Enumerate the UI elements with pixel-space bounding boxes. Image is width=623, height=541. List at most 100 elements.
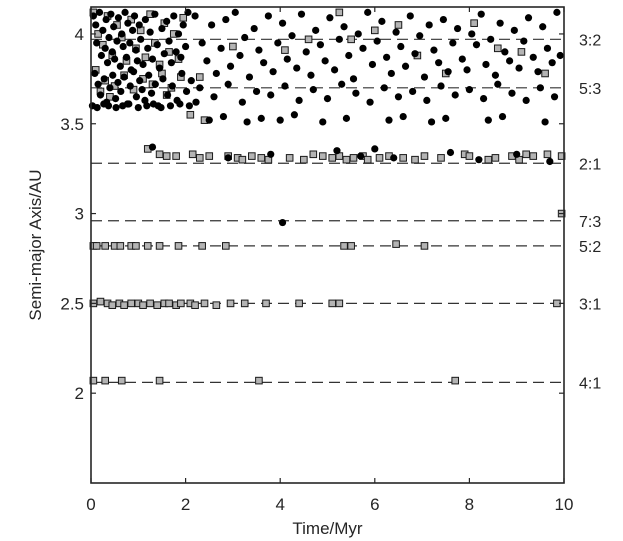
gray-square-point <box>304 35 313 44</box>
black-circle-point <box>114 14 123 22</box>
gray-square-point <box>240 299 249 308</box>
gray-square-point <box>155 150 164 159</box>
resonance-label: 3:1 <box>579 296 601 313</box>
black-circle-point <box>252 87 261 96</box>
black-circle-point <box>121 8 129 16</box>
black-circle-point <box>179 21 187 29</box>
black-circle-point <box>515 64 523 72</box>
black-circle-point <box>205 116 213 124</box>
black-circle-point <box>269 68 277 76</box>
gray-square-point <box>318 152 327 160</box>
gray-square-point <box>451 376 460 385</box>
black-circle-point <box>357 152 365 160</box>
gray-square-point <box>89 376 98 385</box>
black-circle-point <box>126 39 134 47</box>
black-circle-point <box>307 71 315 79</box>
black-circle-point <box>283 55 291 63</box>
black-circle-point <box>437 82 445 90</box>
black-circle-point <box>177 53 185 61</box>
black-circle-point <box>420 73 429 81</box>
black-circle-point <box>145 71 153 79</box>
black-circle-point <box>278 19 287 27</box>
black-circle-point <box>167 59 176 67</box>
black-circle-point <box>91 69 99 78</box>
plot-frame <box>90 6 565 484</box>
black-circle-point <box>93 39 101 47</box>
gray-square-point <box>392 240 400 248</box>
gray-square-point <box>491 154 500 162</box>
gray-square-point <box>375 154 384 162</box>
black-circle-point <box>139 60 147 69</box>
gray-square-point <box>557 152 566 160</box>
black-circle-point <box>133 57 141 65</box>
gray-square-point <box>191 301 199 309</box>
black-circle-point <box>97 51 106 60</box>
black-circle-point <box>406 12 414 20</box>
black-circle-point <box>148 143 157 151</box>
x-tick-label: 0 <box>86 495 95 514</box>
black-circle-point <box>288 32 296 40</box>
gray-square-point <box>101 242 109 250</box>
black-circle-point <box>522 96 530 105</box>
black-circle-point <box>529 53 537 61</box>
black-circle-point <box>241 33 249 42</box>
gray-square-point <box>399 154 407 162</box>
black-circle-point <box>309 86 317 94</box>
black-circle-point <box>430 46 438 54</box>
black-circle-point <box>335 35 343 43</box>
black-circle-point <box>92 21 100 29</box>
black-circle-point <box>257 114 265 122</box>
black-circle-point <box>359 44 367 52</box>
y-tick-label: 4 <box>75 25 84 44</box>
x-tick-label: 8 <box>465 495 474 514</box>
x-tick-label: 4 <box>275 495 284 514</box>
black-circle-point <box>141 15 149 24</box>
black-circle-point <box>513 150 521 158</box>
black-circle-point <box>541 118 549 126</box>
black-circle-point <box>383 53 391 61</box>
gray-square-point <box>177 299 185 308</box>
black-circle-point <box>174 30 183 38</box>
black-circle-point <box>176 100 184 108</box>
black-circle-point <box>107 10 115 18</box>
black-circle-point <box>556 51 564 60</box>
black-circle-point <box>472 41 481 49</box>
black-circle-point <box>93 103 101 112</box>
gray-square-point <box>153 301 162 309</box>
black-circle-point <box>108 48 116 56</box>
y-axis: 2 2.5 3 3.5 4 <box>60 25 564 403</box>
black-circle-point <box>352 89 360 97</box>
resonance-label: 7:3 <box>579 214 601 231</box>
black-circle-point <box>534 68 542 76</box>
resonance-label: 5:3 <box>579 81 601 98</box>
black-circle-point <box>102 15 110 24</box>
black-circle-point <box>387 69 395 78</box>
resonance-labels: 3:2 5:3 2:1 7:3 5:2 3:1 4:1 <box>579 32 601 392</box>
black-circle-point <box>196 84 204 92</box>
gray-square-point <box>363 155 372 164</box>
gray-square-point <box>212 301 221 309</box>
gray-square-point <box>541 69 549 78</box>
black-circle-point <box>465 86 473 94</box>
gray-square-point <box>127 299 136 308</box>
black-circle-point <box>463 66 471 74</box>
black-circle-point <box>250 24 258 33</box>
black-circle-point <box>147 89 156 97</box>
black-circle-point <box>129 68 138 76</box>
gray-square-point <box>165 299 173 308</box>
black-circle-point <box>148 55 157 63</box>
black-circle-point <box>105 33 113 42</box>
black-circle-point <box>435 59 443 67</box>
black-circle-point <box>129 26 137 34</box>
black-circle-point <box>427 118 436 126</box>
black-circle-point <box>137 35 145 43</box>
black-circle-point <box>546 157 554 166</box>
black-circle-point <box>260 59 268 67</box>
black-circle-point <box>345 51 353 60</box>
black-circle-point <box>548 59 556 67</box>
gray-square-point <box>257 154 266 162</box>
black-circle-point <box>217 44 225 52</box>
black-circle-point <box>482 60 490 69</box>
filled-circle-series <box>88 8 564 227</box>
